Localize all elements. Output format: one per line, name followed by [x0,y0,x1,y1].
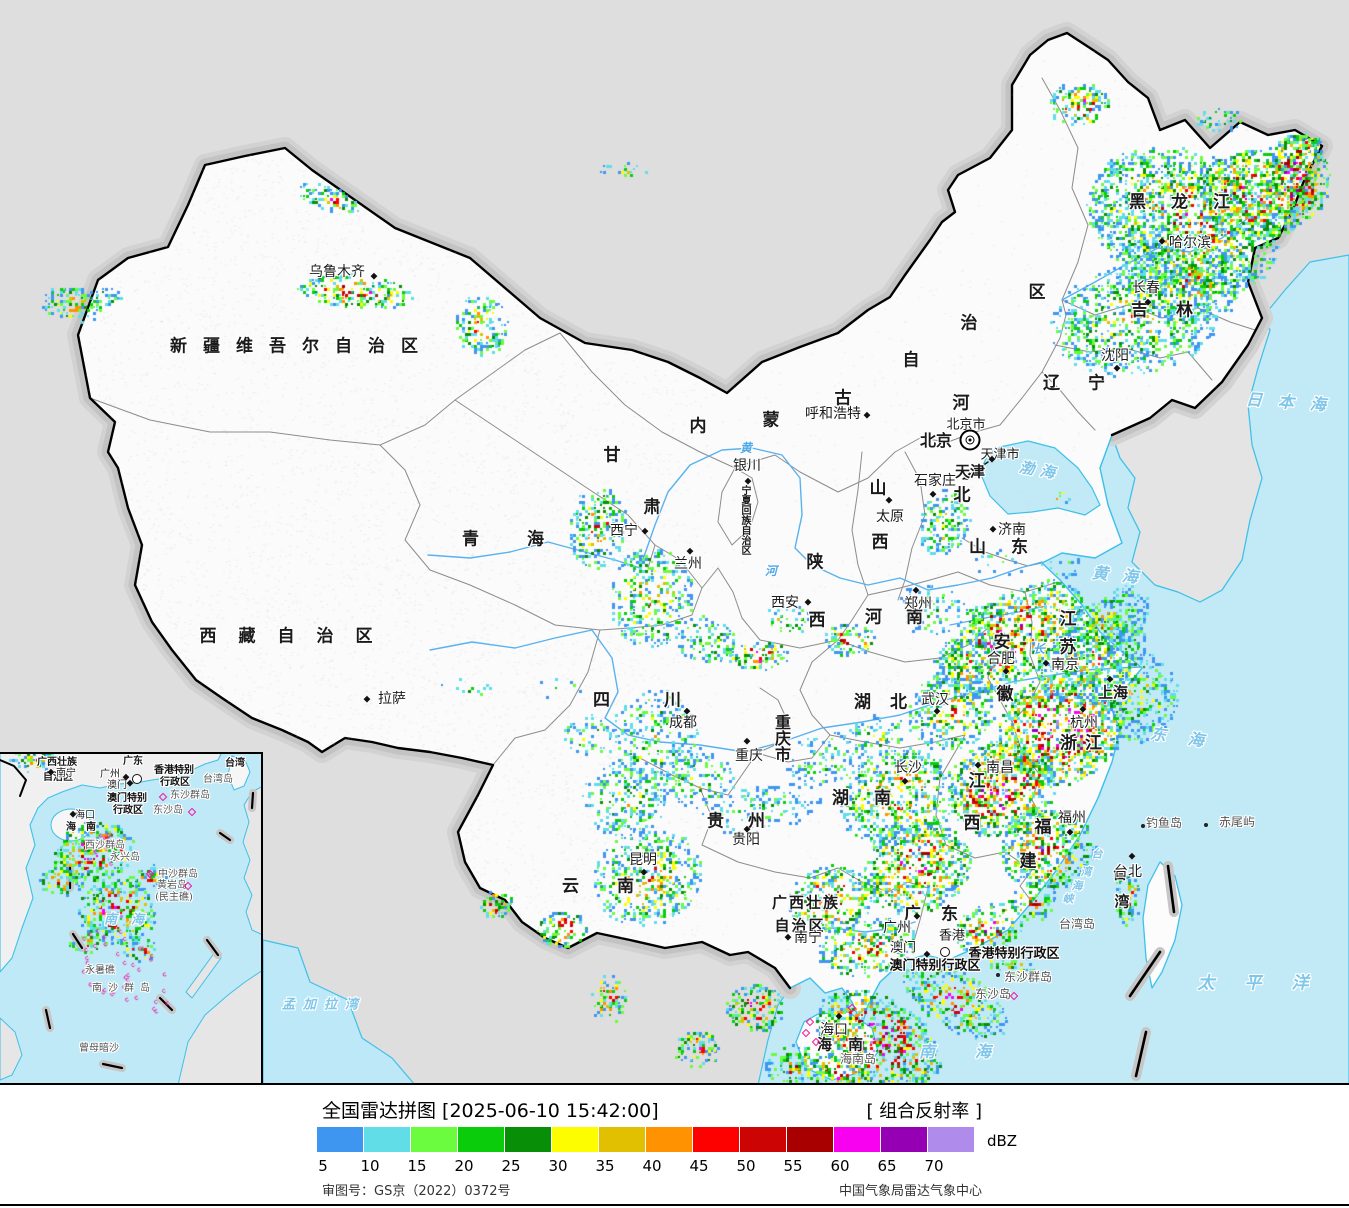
scale-value: 60 [830,1157,850,1175]
south-china-sea-inset: 广西壮族 自治区 广东 南宁 广州 澳门 香港特别 行政区 澳门特别 行政区 台湾 台湾岛 东沙群岛 东沙… [0,752,263,1083]
scale-swatch [740,1127,786,1152]
scale-value: 70 [924,1157,944,1175]
scale-value: 25 [501,1157,521,1175]
color-scale [317,1127,975,1152]
product-name: [ 组合反射率 ] [866,1101,983,1122]
scale-unit: dBZ [987,1132,1018,1150]
scale-value: 65 [877,1157,897,1175]
scale-value: 40 [642,1157,662,1175]
scale-value: 10 [360,1157,380,1175]
scale-swatch [928,1127,974,1152]
scale-value: 55 [783,1157,803,1175]
scale-swatch [881,1127,927,1152]
radar-map: 新疆维吾尔自治区 西藏自治区 青海甘肃内蒙古自治区黑龙江 吉林 辽宁河北山西山东 河南江苏… [0,0,1349,1085]
scale-values: 5 10 15 20 25 30 35 40 45 50 55 60 65 70 [317,1157,997,1175]
legend-bar: 全国雷达拼图 [2025-06-10 15:42:00] [ 组合反射率 ] 5… [0,1085,1349,1208]
map-overlay [962,461,1179,1081]
scale-swatch [787,1127,833,1152]
inset-echo-layer [0,754,261,1083]
scale-swatch [599,1127,645,1152]
scale-swatch [552,1127,598,1152]
scale-value: 30 [548,1157,568,1175]
bottom-frame-line [0,1204,1349,1206]
scale-swatch [646,1127,692,1152]
scale-value: 15 [407,1157,427,1175]
scale-value: 5 [318,1157,328,1175]
map-title: 全国雷达拼图 [2025-06-10 15:42:00] [322,1100,659,1122]
scale-swatch [458,1127,504,1152]
scale-swatch [411,1127,457,1152]
scale-value: 45 [689,1157,709,1175]
scale-swatch [834,1127,880,1152]
scale-value: 20 [454,1157,474,1175]
scale-value: 50 [736,1157,756,1175]
data-source: 中国气象局雷达气象中心 [838,1184,982,1199]
scale-swatch [317,1127,363,1152]
scale-swatch [364,1127,410,1152]
scale-value: 35 [595,1157,615,1175]
map-approval-number: 审图号：GS京（2022）0372号 [322,1184,511,1199]
scale-swatch [693,1127,739,1152]
scale-swatch [505,1127,551,1152]
